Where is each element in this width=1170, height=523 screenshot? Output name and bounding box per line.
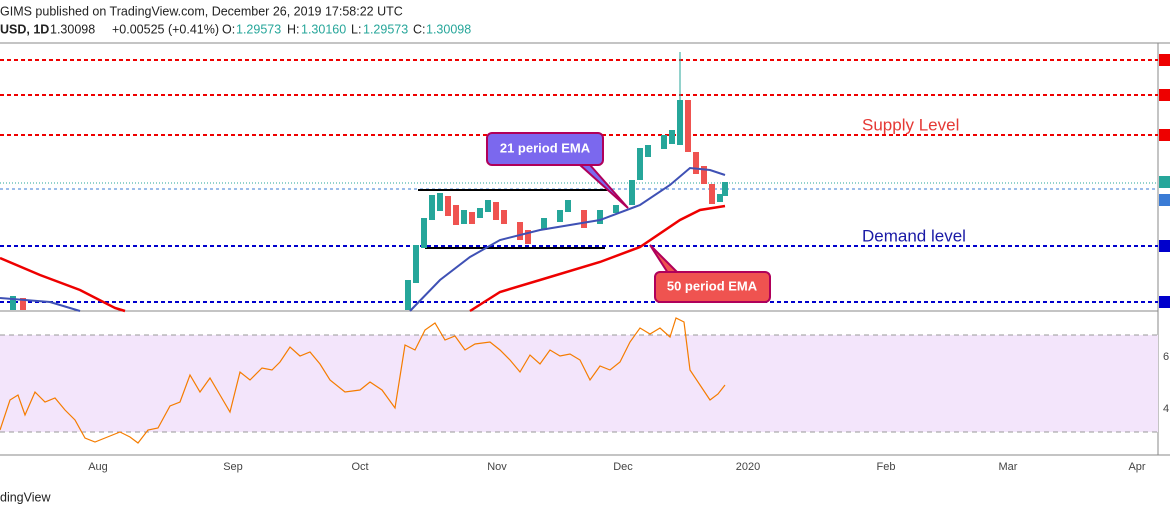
- candle: [10, 296, 16, 310]
- tag: [1159, 194, 1170, 206]
- candle: [693, 152, 699, 174]
- candle: [661, 135, 667, 149]
- change: +0.00525 (+0.41%): [112, 22, 219, 36]
- ema21-callout: 21 period EMA: [486, 132, 629, 209]
- candle: [717, 194, 723, 202]
- candle: [597, 210, 603, 224]
- candle: [669, 130, 675, 144]
- candle: [722, 182, 728, 196]
- candle: [429, 195, 435, 220]
- rsi-tick: 4: [1163, 403, 1169, 415]
- ema50-callout: 50 period EMA: [649, 244, 771, 303]
- time-label: Feb: [877, 461, 896, 473]
- candle: [685, 100, 691, 152]
- candle: [637, 148, 643, 180]
- axis-tags: [1159, 54, 1170, 308]
- callout-box: [654, 271, 771, 303]
- time-label: Nov: [487, 461, 507, 473]
- time-axis: Aug Sep Oct Nov Dec 2020 Feb Mar Apr: [88, 461, 1146, 473]
- candle: [677, 100, 683, 145]
- candle: [613, 205, 619, 213]
- candles: [10, 52, 728, 310]
- time-label: Dec: [613, 461, 633, 473]
- low: 1.29573: [363, 22, 408, 36]
- time-label: Sep: [223, 461, 243, 473]
- time-label: 2020: [736, 461, 760, 473]
- time-label: Oct: [351, 461, 368, 473]
- rsi-line: [0, 317, 726, 444]
- candle: [20, 298, 26, 310]
- candle: [421, 218, 427, 248]
- candle: [701, 166, 707, 184]
- candle: [525, 230, 531, 244]
- rsi-tick: 6: [1163, 351, 1169, 363]
- tag: [1159, 296, 1170, 308]
- candle: [413, 245, 419, 283]
- ema21-line: [0, 297, 81, 312]
- ema50-line: [469, 204, 726, 313]
- candle: [485, 200, 491, 212]
- candle: [709, 184, 715, 204]
- close-label: C:: [413, 22, 426, 36]
- high-label: H:: [287, 22, 300, 36]
- publisher: GIMS published on TradingView.com, Decem…: [0, 4, 403, 18]
- candle: [469, 212, 475, 224]
- candle: [405, 280, 411, 310]
- time-label: Apr: [1128, 461, 1145, 473]
- callout-text: 21 period EMA: [500, 140, 591, 155]
- ohlc-line: USD, 1D 1.30098 +0.00525 (+0.41%) O: 1.2…: [0, 22, 471, 36]
- candle: [565, 200, 571, 212]
- time-label: Mar: [999, 461, 1018, 473]
- candle: [629, 180, 635, 205]
- candle: [461, 210, 467, 224]
- supply-label: Supply Level: [862, 115, 959, 134]
- tag: [1159, 176, 1170, 188]
- candle: [541, 218, 547, 230]
- tag: [1159, 54, 1170, 66]
- high: 1.30160: [301, 22, 346, 36]
- levels: [0, 59, 1158, 303]
- tag: [1159, 129, 1170, 141]
- open-label: O:: [222, 22, 235, 36]
- footer: dingView: [0, 490, 51, 504]
- candle: [517, 222, 523, 240]
- candle: [501, 210, 507, 224]
- callout-text: 50 period EMA: [667, 278, 758, 293]
- open: 1.29573: [236, 22, 281, 36]
- demand-label: Demand level: [862, 226, 966, 245]
- symbol: USD, 1D: [0, 22, 49, 36]
- candle: [493, 202, 499, 220]
- ema50-line: [0, 256, 126, 313]
- time-label: Aug: [88, 461, 108, 473]
- candle: [453, 205, 459, 225]
- low-label: L:: [351, 22, 361, 36]
- last: 1.30098: [50, 22, 95, 36]
- candle: [445, 196, 451, 216]
- close: 1.30098: [426, 22, 471, 36]
- candle: [645, 145, 651, 157]
- callout-box: [486, 132, 604, 166]
- candle: [437, 193, 443, 211]
- tag: [1159, 240, 1170, 252]
- candle: [581, 210, 587, 228]
- candle: [477, 208, 483, 218]
- rsi-band: [0, 335, 1158, 432]
- tag: [1159, 89, 1170, 101]
- ema21-line: [409, 166, 726, 312]
- candle: [557, 210, 563, 222]
